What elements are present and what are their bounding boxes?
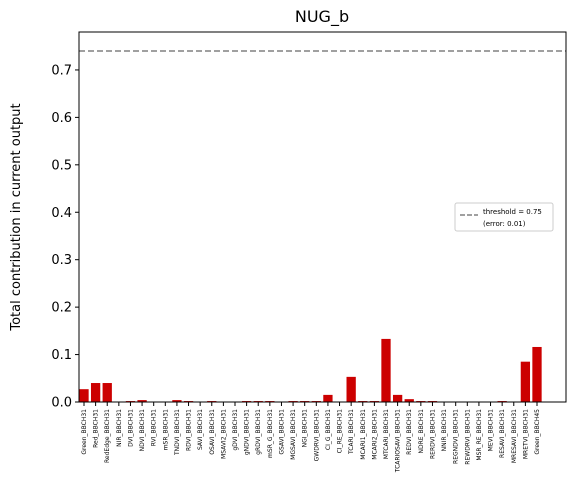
x-tick-label: GSAVI_BBCH31 (278, 409, 285, 455)
x-tick-label: mSR_G_BBCH31 (267, 409, 274, 458)
bar (172, 400, 182, 402)
x-tick-label: REGNDVI_BBCH31 (453, 409, 460, 464)
bar (520, 361, 531, 402)
bars (79, 338, 542, 402)
x-tick-label: gDVI_BBCH31 (232, 409, 239, 451)
x-tick-label: MSAVI2_BBCH31 (220, 409, 227, 459)
x-tick-label: NDRE_BBCH31 (418, 409, 425, 454)
bar (79, 389, 89, 402)
x-tick-label: NDVI_BBCH31 (139, 409, 146, 452)
y-axis-label: Total contribution in current output (9, 103, 24, 331)
x-tick-label: Green_BBCH31 (81, 409, 88, 455)
legend-sublabel: (error: 0.01) (483, 220, 526, 228)
x-tick-label: MRETVI_BBCH31 (522, 409, 529, 459)
x-tick-label: REWDRVI_BBCH31 (464, 409, 471, 465)
bar (90, 383, 101, 402)
y-tick-label: 0.2 (51, 301, 72, 316)
y-tick-label: 0.1 (51, 348, 72, 363)
x-tick-label: GWDRVI_BBCH31 (313, 409, 320, 462)
x-tick-label: MSR_RE_BBCH31 (476, 409, 483, 461)
x-tick-label: MCARI2_BBCH31 (371, 409, 378, 460)
bar (137, 400, 147, 402)
y-tick-label: 0.3 (51, 253, 72, 268)
x-tick-label: TCARIOSAVI_BBCH31 (395, 409, 402, 473)
x-tick-label: CI_G_BBCH31 (325, 409, 332, 450)
x-axis: Green_BBCH31 Red_BBCH31 RedEdge_BBCH31 NIR_… (81, 402, 541, 473)
bar (381, 338, 391, 402)
x-tick-label: CI_RE_BBCH31 (337, 409, 344, 454)
bar (532, 346, 542, 402)
x-tick-label: RedEdge_BBCH31 (104, 409, 111, 463)
x-tick-label: MTCARI_BBCH31 (383, 409, 390, 459)
x-tick-label: mSR_BBCH31 (162, 409, 169, 450)
y-tick-label: 0.0 (51, 396, 72, 411)
chart-title: NUG_b (295, 7, 349, 27)
x-tick-label: MCARI1_BBCH31 (360, 409, 367, 460)
x-tick-label: RVI_BBCH31 (151, 409, 158, 446)
x-tick-label: OSAVI_BBCH31 (209, 409, 216, 455)
x-tick-label: RESAVI_BBCH31 (499, 409, 506, 458)
bar (404, 399, 414, 402)
x-tick-label: NNIR_BBCH31 (441, 409, 448, 452)
x-tick-label: MGSAVI_BBCH31 (290, 409, 297, 460)
x-tick-label: gNDVI_BBCH31 (244, 409, 251, 455)
x-tick-label: NGI_BBCH31 (302, 409, 309, 448)
plot-frame (78, 31, 567, 403)
legend: threshold = 0.75 (error: 0.01) (454, 202, 554, 232)
x-tick-label: Green_BBCH45 (534, 409, 541, 455)
bar (346, 376, 356, 402)
y-tick-label: 0.6 (51, 111, 72, 126)
bar (323, 394, 333, 402)
x-tick-label: MRESAVI_BBCH31 (511, 409, 518, 463)
x-tick-label: NIR_BBCH31 (116, 409, 123, 447)
x-tick-label: REDVI_BBCH31 (406, 409, 413, 455)
legend-label: threshold = 0.75 (483, 208, 542, 216)
x-tick-label: RDVI_BBCH31 (186, 409, 193, 451)
x-tick-label: Red_BBCH31 (93, 409, 100, 448)
x-tick-label: DVI_BBCH31 (127, 409, 134, 447)
bar (392, 394, 403, 402)
x-tick-label: TNDVI_BBCH31 (174, 409, 181, 456)
y-axis: 0.0 0.1 0.2 0.3 0.4 0.5 0.6 0.7 (51, 63, 79, 411)
legend-box (454, 202, 554, 232)
y-tick-label: 0.7 (51, 63, 72, 78)
x-tick-label: MEVI_BBCH31 (488, 409, 495, 451)
y-tick-label: 0.5 (51, 158, 72, 173)
x-tick-label: gRDVI_BBCH31 (255, 409, 262, 455)
x-tick-label: SAVI_BBCH31 (197, 409, 204, 450)
x-tick-label: RERDVI_BBCH31 (429, 409, 436, 459)
y-tick-label: 0.4 (51, 206, 72, 221)
x-tick-label: TCARI_BBCH31 (348, 409, 355, 455)
bar (102, 383, 112, 402)
